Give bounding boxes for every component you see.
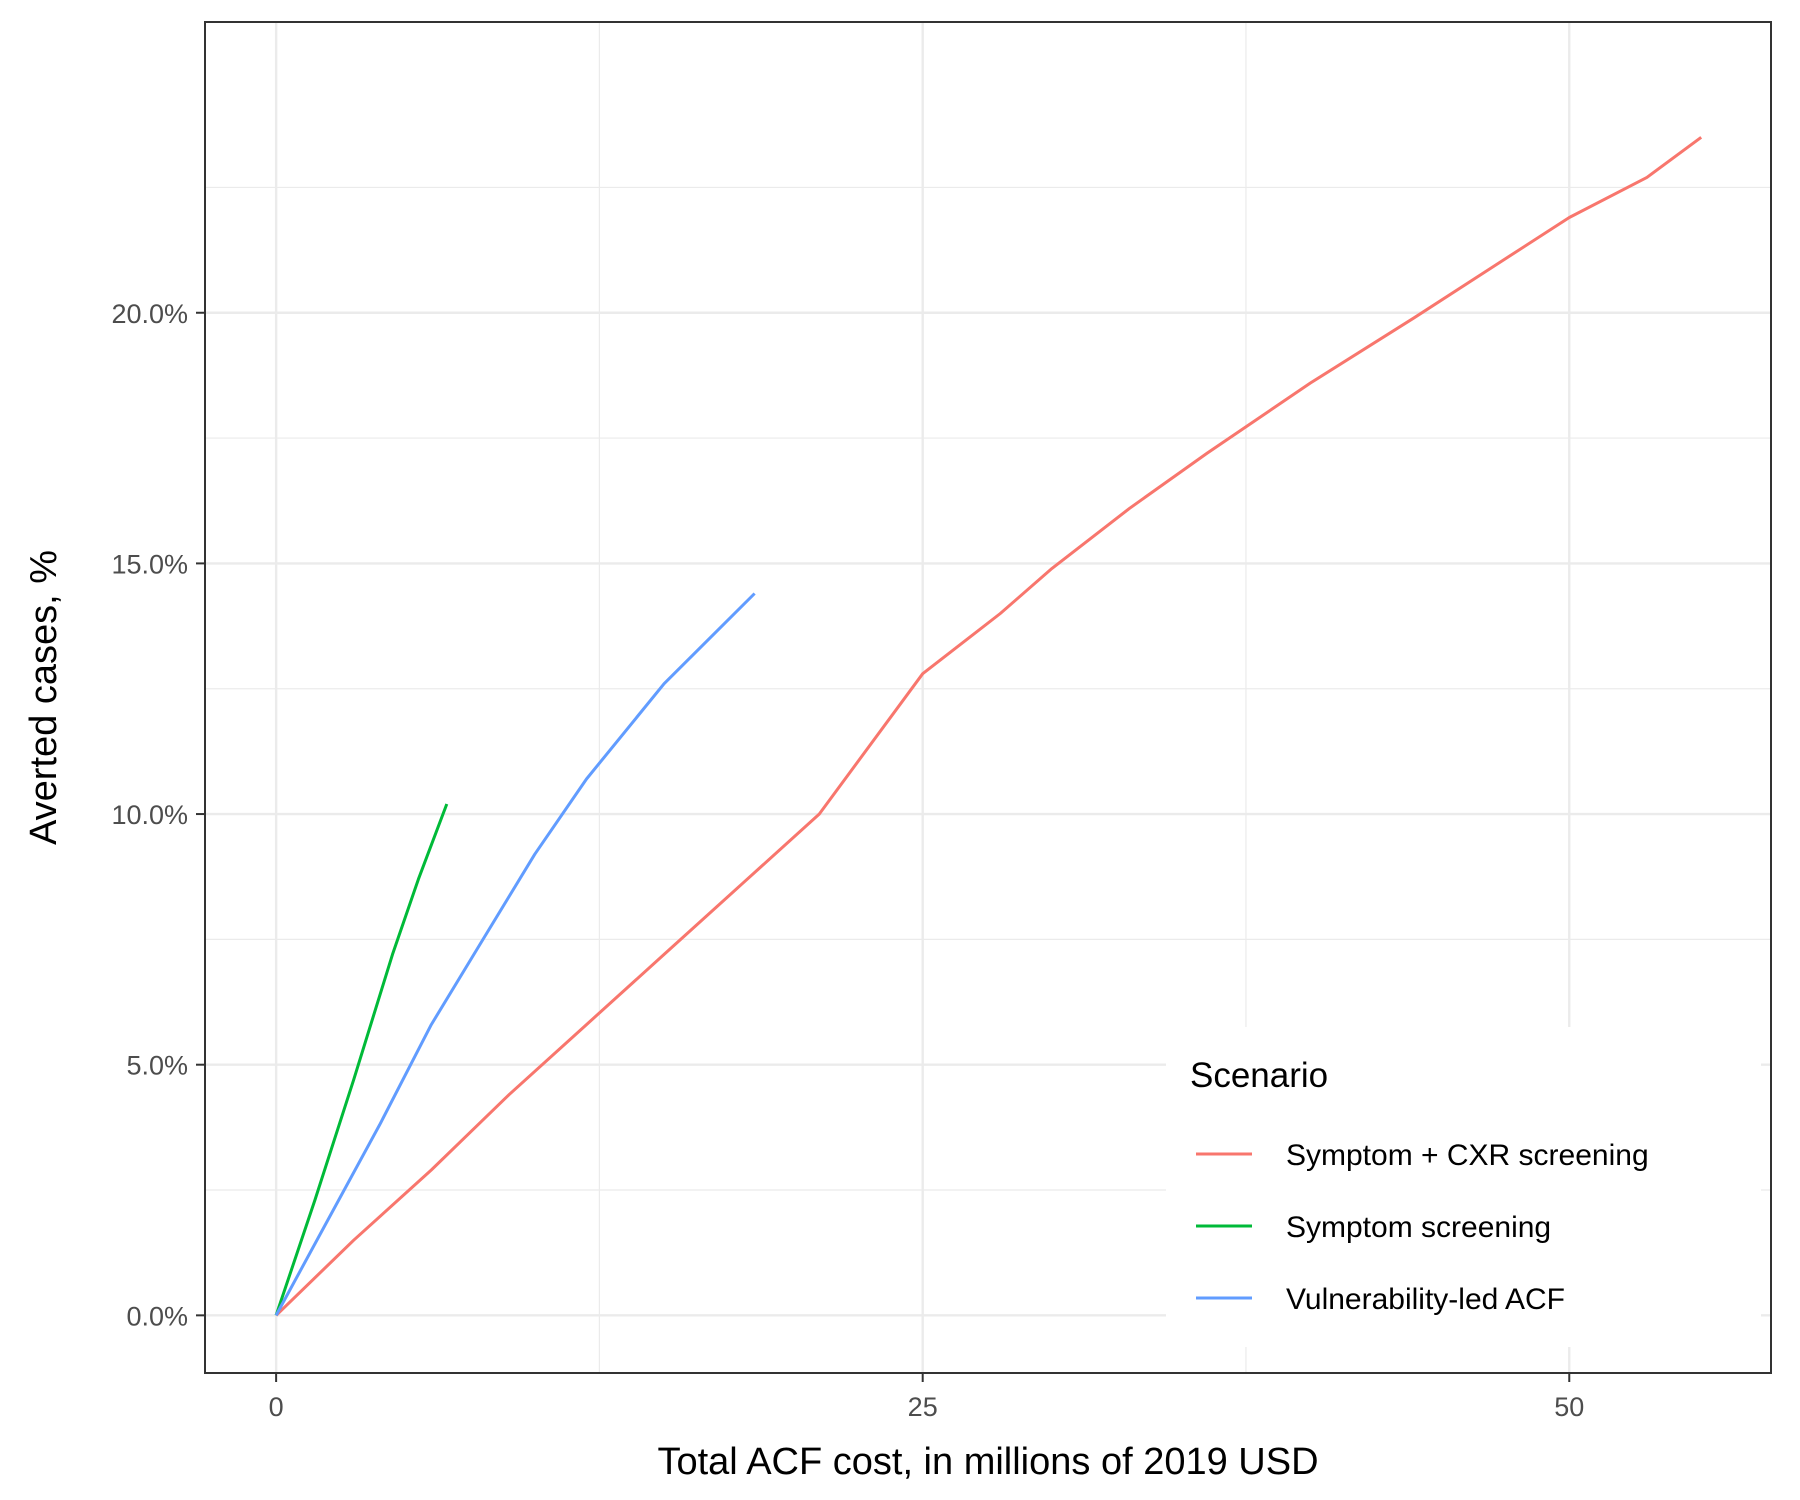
legend-title: Scenario: [1190, 1056, 1328, 1095]
plot-border: [204, 21, 1772, 1374]
axis-ticks: 0 25 50 0.0% 5.0% 10.0% 15.0% 20.0%: [111, 299, 1584, 1422]
y-tick-label: 20.0%: [111, 299, 188, 329]
y-tick-label: 10.0%: [111, 800, 188, 830]
x-tick-label: 0: [269, 1392, 284, 1422]
legend: Scenario Symptom + CXR screeningSymptom …: [1166, 1027, 1761, 1347]
y-tick-label: 0.0%: [126, 1301, 188, 1331]
x-tick-label: 25: [908, 1392, 938, 1422]
series-lines: [274, 136, 1703, 1317]
legend-label: Symptom screening: [1286, 1211, 1551, 1244]
y-axis-title: Averted cases, %: [23, 550, 65, 845]
x-tick-label: 50: [1554, 1392, 1584, 1422]
x-axis-title: Total ACF cost, in millions of 2019 USD: [657, 1441, 1318, 1483]
y-tick-label: 5.0%: [126, 1051, 188, 1081]
legend-label: Vulnerability-led ACF: [1286, 1283, 1565, 1316]
series-line: [274, 592, 756, 1317]
y-tick-label: 15.0%: [111, 549, 188, 579]
legend-background: [1166, 1027, 1761, 1347]
legend-items: Symptom + CXR screening Symptom screening…: [1196, 1139, 1649, 1316]
legend-label: Symptom + CXR screening: [1286, 1139, 1649, 1172]
series-line: [275, 136, 1703, 1317]
series-line: [274, 803, 449, 1316]
